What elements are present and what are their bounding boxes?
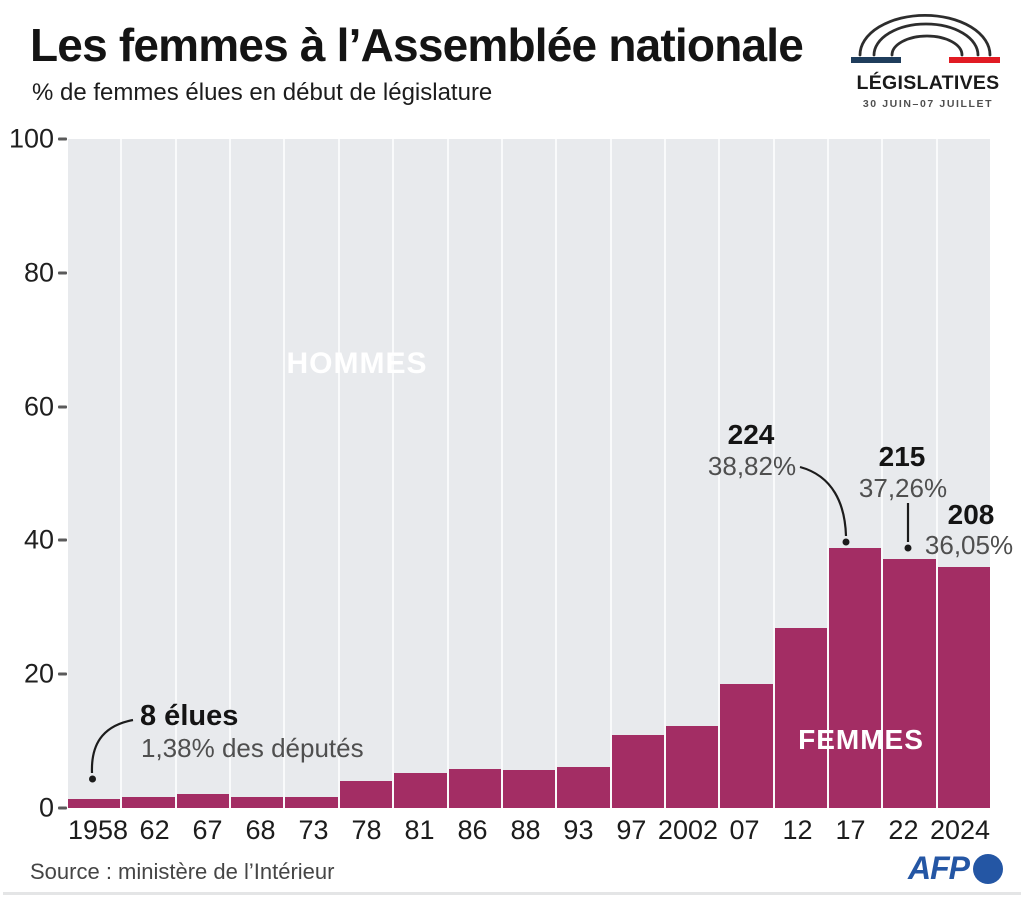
x-tick-label-68: 68 [245, 815, 276, 845]
bar-1958 [68, 798, 121, 808]
chart-column-81 [392, 139, 447, 808]
chart-column-93 [555, 139, 610, 808]
page-title: Les femmes à l’Assemblée nationale [30, 19, 804, 71]
x-tick-label-88: 88 [510, 815, 541, 845]
chart-subtitle: % de femmes élues en début de législatur… [32, 79, 493, 106]
bar-73 [285, 797, 338, 808]
chart-column-97 [609, 139, 664, 808]
x-tick-label-07: 07 [729, 815, 760, 845]
y-tick-label: 0 [38, 792, 54, 823]
bar-93 [557, 767, 610, 808]
y-tick-mark [58, 271, 67, 275]
x-tick-label-17: 17 [835, 815, 866, 845]
bar-81 [394, 772, 447, 808]
bar-62 [122, 796, 175, 808]
bar-12 [774, 628, 828, 808]
annotation-2017-percent: 38,82% [707, 451, 797, 481]
bar-88 [502, 769, 556, 808]
chart-column-07 [718, 139, 773, 808]
bar-17 [829, 548, 882, 808]
bar-07 [720, 683, 773, 808]
chart-column-73 [283, 139, 338, 808]
chart-column-88 [500, 139, 556, 808]
bar-78 [339, 780, 393, 808]
x-tick-label-2024: 2024 [929, 815, 991, 845]
legislatives-logo: LÉGISLATIVES 30 JUIN–07 JUILLET [845, 8, 1011, 110]
annotation-2017-count: 224 [727, 419, 775, 450]
chart-column-22 [881, 139, 936, 808]
y-tick-mark [58, 672, 67, 676]
bar-68 [231, 797, 284, 808]
source-credit: Source : ministère de l’Intérieur [30, 859, 335, 884]
chart-column-67 [174, 139, 230, 808]
bar-22 [883, 558, 936, 808]
chart-column-1958 [68, 139, 121, 808]
afp-logo-circle-icon [973, 853, 1003, 884]
flag-blue-bar [851, 57, 901, 63]
x-tick-label-97: 97 [616, 815, 647, 845]
x-tick-label-2002: 2002 [657, 815, 718, 845]
y-tick-60: 60 [0, 391, 67, 422]
afp-logo-text: AFP [908, 850, 970, 886]
x-tick-label-1958: 1958 [68, 815, 129, 845]
x-tick-label-81: 81 [404, 815, 435, 845]
chart-column-2024 [935, 139, 991, 808]
y-tick-label: 40 [23, 524, 54, 555]
x-tick-label-86: 86 [457, 815, 488, 845]
y-tick-label: 60 [23, 391, 54, 422]
chart-column-86 [446, 139, 501, 808]
chart-column-62 [120, 139, 175, 808]
y-tick-mark [58, 806, 67, 810]
y-tick-label: 100 [8, 123, 54, 154]
y-tick-label: 80 [23, 257, 54, 288]
y-tick-mark [58, 538, 67, 542]
x-tick-label-78: 78 [351, 815, 382, 845]
bar-67 [176, 794, 230, 808]
y-tick-mark [58, 405, 67, 409]
x-tick-label-12: 12 [782, 815, 813, 845]
y-tick-80: 80 [0, 257, 67, 288]
y-tick-40: 40 [0, 525, 67, 556]
y-tick-100: 100 [0, 124, 67, 155]
chart-column-2002 [663, 139, 719, 808]
logo-dates: 30 JUIN–07 JUILLET [862, 98, 994, 110]
bar-2024 [937, 566, 991, 808]
x-tick-label-62: 62 [139, 815, 170, 845]
bar-2002 [665, 725, 719, 808]
logo-label: LÉGISLATIVES [856, 72, 1000, 94]
x-axis: 1958 62 67 68 73 78 81 86 88 93 97 2002 07 12 17 22 2024 [68, 815, 990, 846]
afp-logo: AFP [908, 850, 1003, 887]
x-tick-label-93: 93 [563, 815, 594, 845]
y-tick-0: 0 [0, 793, 67, 824]
hemicycle-icon [851, 14, 1000, 63]
flag-red-bar [949, 57, 1000, 63]
chart-column-78 [337, 139, 393, 808]
y-tick-20: 20 [0, 659, 67, 690]
x-tick-label-22: 22 [888, 815, 919, 845]
area-label-femmes: FEMMES [798, 724, 924, 755]
annotation-1958-count: 8 élues [140, 700, 239, 732]
bar-86 [448, 768, 501, 808]
x-tick-label-67: 67 [192, 815, 223, 845]
annotation-2024-count: 208 [947, 499, 995, 530]
bottom-divider [3, 892, 1021, 895]
annotation-1958-percent: 1,38% des députés [141, 733, 364, 763]
bar-97 [611, 734, 664, 808]
annotation-2024-percent: 36,05% [924, 530, 1014, 560]
area-label-hommes: HOMMES [286, 347, 428, 380]
annotation-2022-count: 215 [878, 441, 926, 472]
chart-column-12 [772, 139, 828, 808]
x-tick-label-73: 73 [298, 815, 329, 845]
y-tick-label: 20 [23, 658, 54, 689]
y-tick-mark [58, 137, 67, 141]
annotation-2022-percent: 37,26% [858, 473, 948, 503]
chart-column-68 [229, 139, 284, 808]
